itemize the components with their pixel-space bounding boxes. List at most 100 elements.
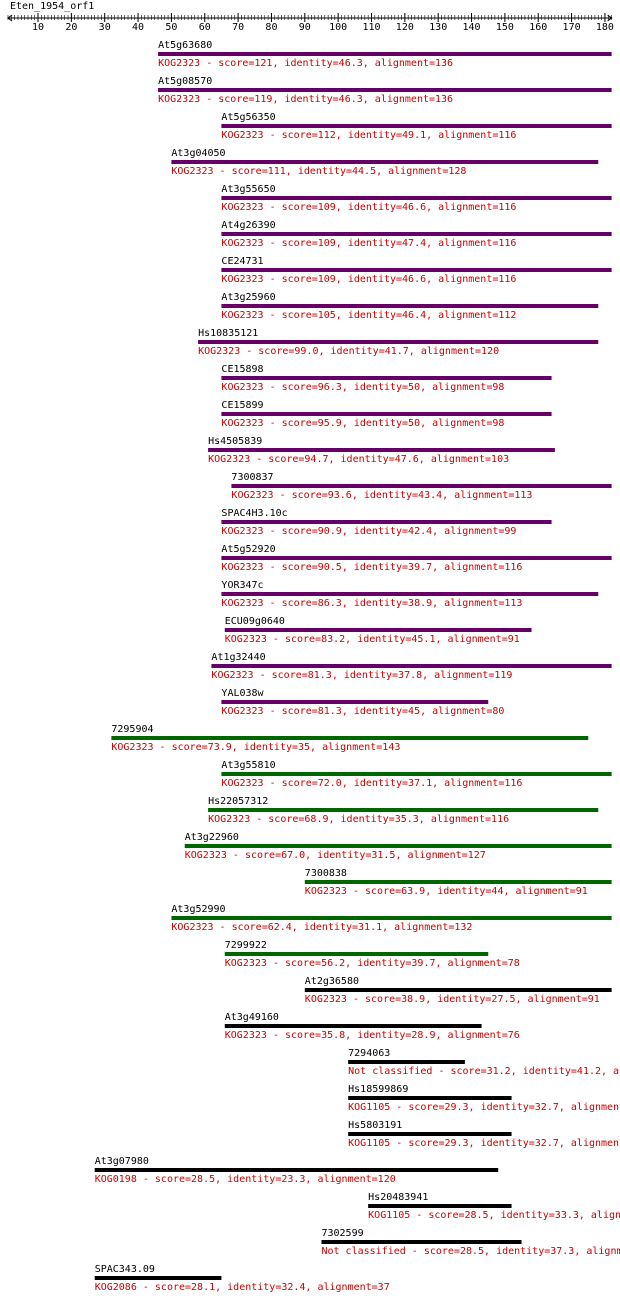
hit-name: At4g26390 [221, 220, 275, 231]
hit-description: KOG0198 - score=28.5, identity=23.3, ali… [95, 1174, 396, 1185]
hit-bar [221, 376, 552, 380]
hit-bar [221, 268, 612, 272]
hit-description: KOG2323 - score=119, identity=46.3, alig… [158, 94, 453, 105]
x-tick-label: 90 [299, 22, 311, 33]
hit-bar [224, 628, 532, 632]
hit-description: KOG2323 - score=95.9, identity=50, align… [221, 418, 504, 429]
hit-bar [368, 1204, 512, 1208]
hit-bar [208, 448, 555, 452]
hit-name: At3g07980 [95, 1156, 149, 1167]
axis-arrow [7, 14, 13, 22]
hit-name: At5g56350 [221, 112, 275, 123]
hit-description: KOG2323 - score=93.6, identity=43.4, ali… [231, 490, 532, 501]
hit-bar [208, 808, 599, 812]
hit-description: KOG2323 - score=35.8, identity=28.9, ali… [225, 1030, 520, 1041]
x-tick-label: 160 [529, 22, 547, 33]
hit-description: KOG1105 - score=29.3, identity=32.7, ali… [348, 1138, 620, 1149]
hit-bar [231, 484, 612, 488]
hit-bar [221, 520, 552, 524]
hit-name: 7300837 [231, 472, 273, 483]
hit-bar [221, 124, 612, 128]
hit-description: KOG2323 - score=111, identity=44.5, alig… [171, 166, 466, 177]
hit-name: Hs10835121 [198, 328, 258, 339]
x-tick-label: 170 [563, 22, 581, 33]
x-tick-label: 60 [199, 22, 211, 33]
hit-bar [221, 592, 599, 596]
hit-bar [171, 916, 612, 920]
hit-bar [304, 880, 612, 884]
hit-bar [348, 1096, 512, 1100]
hit-bar [224, 952, 489, 956]
hit-description: KOG2323 - score=67.0, identity=31.5, ali… [185, 850, 486, 861]
hit-bar [224, 1024, 482, 1028]
hit-description: KOG2323 - score=68.9, identity=35.3, ali… [208, 814, 509, 825]
hit-bar [221, 412, 552, 416]
hit-description: KOG2323 - score=81.3, identity=45, align… [221, 706, 504, 717]
hit-name: At5g52920 [221, 544, 275, 555]
hit-name: YOR347c [221, 580, 263, 591]
hit-bar [221, 196, 612, 200]
hit-name: 7294063 [348, 1048, 390, 1059]
hit-name: 7302599 [321, 1228, 363, 1239]
hit-name: CE24731 [221, 256, 263, 267]
x-tick-label: 20 [65, 22, 77, 33]
hit-bar [198, 340, 599, 344]
hit-description: KOG1105 - score=28.5, identity=33.3, ali… [368, 1210, 620, 1221]
x-tick-label: 50 [165, 22, 177, 33]
x-tick-label: 120 [396, 22, 414, 33]
x-tick-label: 40 [132, 22, 144, 33]
hit-description: Not classified - score=28.5, identity=37… [321, 1246, 620, 1257]
hit-bar [221, 556, 612, 560]
hit-name: At3g55810 [221, 760, 275, 771]
hit-name: Hs18599869 [348, 1084, 408, 1095]
hit-bar [171, 160, 599, 164]
hit-name: At1g32440 [211, 652, 265, 663]
hit-name: ECU09g0640 [225, 616, 285, 627]
query-title: Eten_1954_orf1 [10, 1, 94, 12]
x-tick-label: 130 [429, 22, 447, 33]
hit-name: At2g36580 [305, 976, 359, 987]
hit-bar [211, 664, 612, 668]
hit-bar [348, 1060, 465, 1064]
hit-name: 7299922 [225, 940, 267, 951]
hit-bar [221, 232, 612, 236]
hit-bar [111, 736, 589, 740]
hit-bar [184, 844, 612, 848]
x-tick-label: 70 [232, 22, 244, 33]
hit-description: KOG2323 - score=99.0, identity=41.7, ali… [198, 346, 499, 357]
hit-name: Hs5803191 [348, 1120, 402, 1131]
hit-description: KOG2323 - score=63.9, identity=44, align… [305, 886, 588, 897]
hit-name: At3g55650 [221, 184, 275, 195]
hit-description: KOG2323 - score=86.3, identity=38.9, ali… [221, 598, 522, 609]
hit-description: KOG2323 - score=62.4, identity=31.1, ali… [171, 922, 472, 933]
hit-description: KOG2323 - score=112, identity=49.1, alig… [221, 130, 516, 141]
hit-description: KOG1105 - score=29.3, identity=32.7, ali… [348, 1102, 620, 1113]
hit-name: At5g08570 [158, 76, 212, 87]
hit-description: KOG2323 - score=121, identity=46.3, alig… [158, 58, 453, 69]
hit-name: Hs22057312 [208, 796, 268, 807]
hit-description: KOG2323 - score=105, identity=46.4, alig… [221, 310, 516, 321]
hit-description: KOG2323 - score=73.9, identity=35, align… [111, 742, 400, 753]
hit-name: 7300838 [305, 868, 347, 879]
hit-description: KOG2323 - score=38.9, identity=27.5, ali… [305, 994, 600, 1005]
x-tick-label: 10 [32, 22, 44, 33]
hit-name: At5g63680 [158, 40, 212, 51]
hit-description: KOG2323 - score=56.2, identity=39.7, ali… [225, 958, 520, 969]
hit-name: CE15898 [221, 364, 263, 375]
hit-name: At3g04050 [171, 148, 225, 159]
hit-description: KOG2323 - score=96.3, identity=50, align… [221, 382, 504, 393]
hit-description: KOG2323 - score=72.0, identity=37.1, ali… [221, 778, 522, 789]
hit-bar [94, 1168, 499, 1172]
x-tick-label: 180 [596, 22, 614, 33]
hit-name: 7295904 [111, 724, 153, 735]
hit-bar [321, 1240, 522, 1244]
hit-description: KOG2323 - score=109, identity=46.6, alig… [221, 274, 516, 285]
hit-bar [221, 700, 489, 704]
hit-description: KOG2323 - score=90.9, identity=42.4, ali… [221, 526, 516, 537]
hit-description: KOG2323 - score=109, identity=46.6, alig… [221, 202, 516, 213]
hit-description: KOG2323 - score=83.2, identity=45.1, ali… [225, 634, 520, 645]
hit-name: SPAC343.09 [95, 1264, 155, 1275]
hit-name: At3g25960 [221, 292, 275, 303]
hit-description: KOG2323 - score=81.3, identity=37.8, ali… [211, 670, 512, 681]
